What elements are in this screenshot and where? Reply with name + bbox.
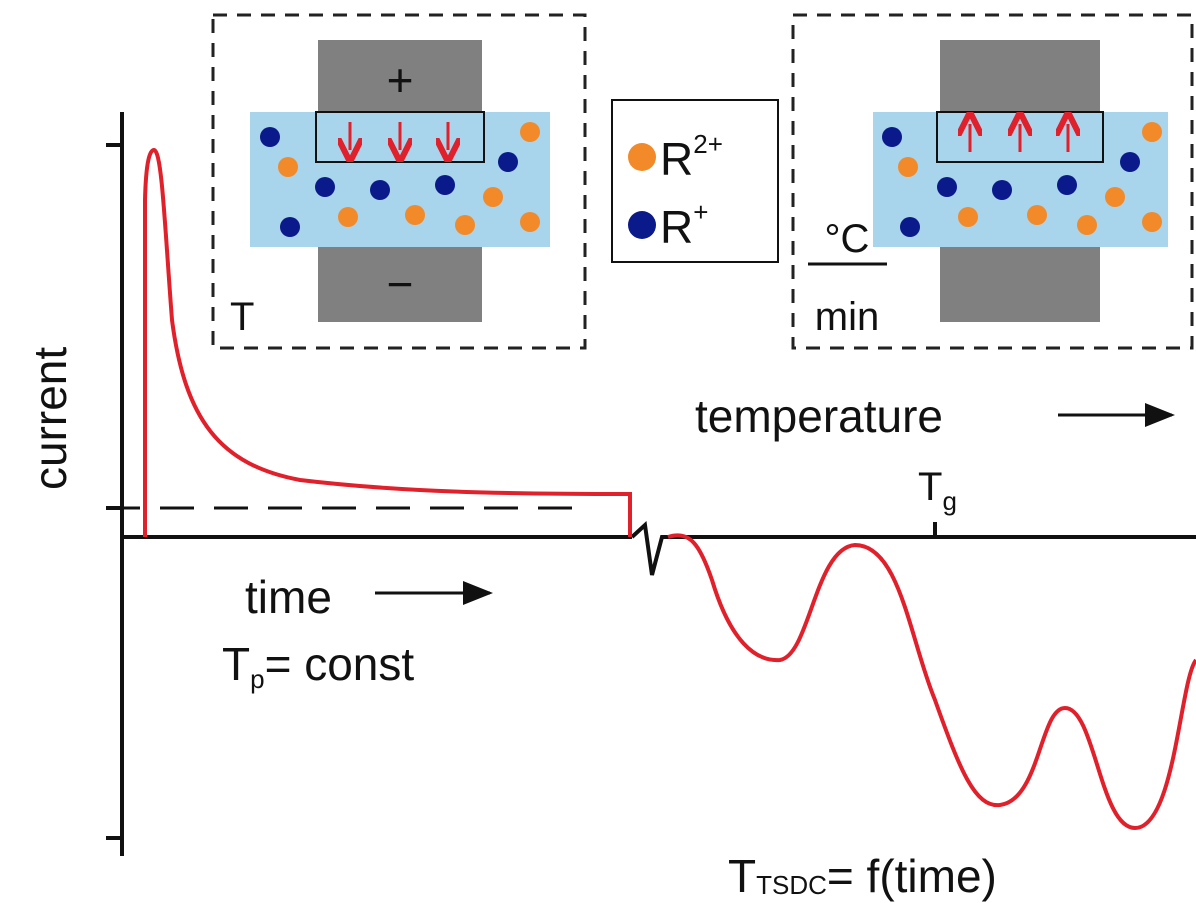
text-part: TSDC [756,870,827,900]
tsdc-label: TTSDC= f(time) [728,850,997,902]
plus: + [387,54,414,106]
y-axis-label: current [24,347,76,490]
text-part: + [693,197,708,227]
text-part: R [660,201,693,253]
depolarization-panel: °C min [793,15,1192,348]
text-part: T [222,638,250,690]
text-part: = f(time) [827,850,997,902]
text-part: T [918,465,942,509]
minus: − [387,258,414,310]
rate-unit-bottom: min [815,295,879,339]
polarization-label: Tp= const [222,638,414,694]
rate-unit-top: °C [825,217,870,261]
x-label-temperature: temperature [695,390,943,442]
page: {"axes": {"y_label": "current", "x_label… [0,0,1196,903]
legend: R2+ R+ [612,100,778,262]
text-part: g [942,486,956,516]
text-part: R [660,133,693,185]
text-part: 2+ [693,129,723,159]
text-part: = const [265,638,415,690]
text-part: p [250,664,264,694]
polarization-panel: + − T [213,15,585,348]
tg-label: Tg [918,465,957,516]
diagram: current time Tp= const temperature Tg TT… [0,0,1196,903]
temperature-symbol: T [230,295,254,339]
text-part: T [728,850,756,902]
x-label-time: time [245,571,332,623]
